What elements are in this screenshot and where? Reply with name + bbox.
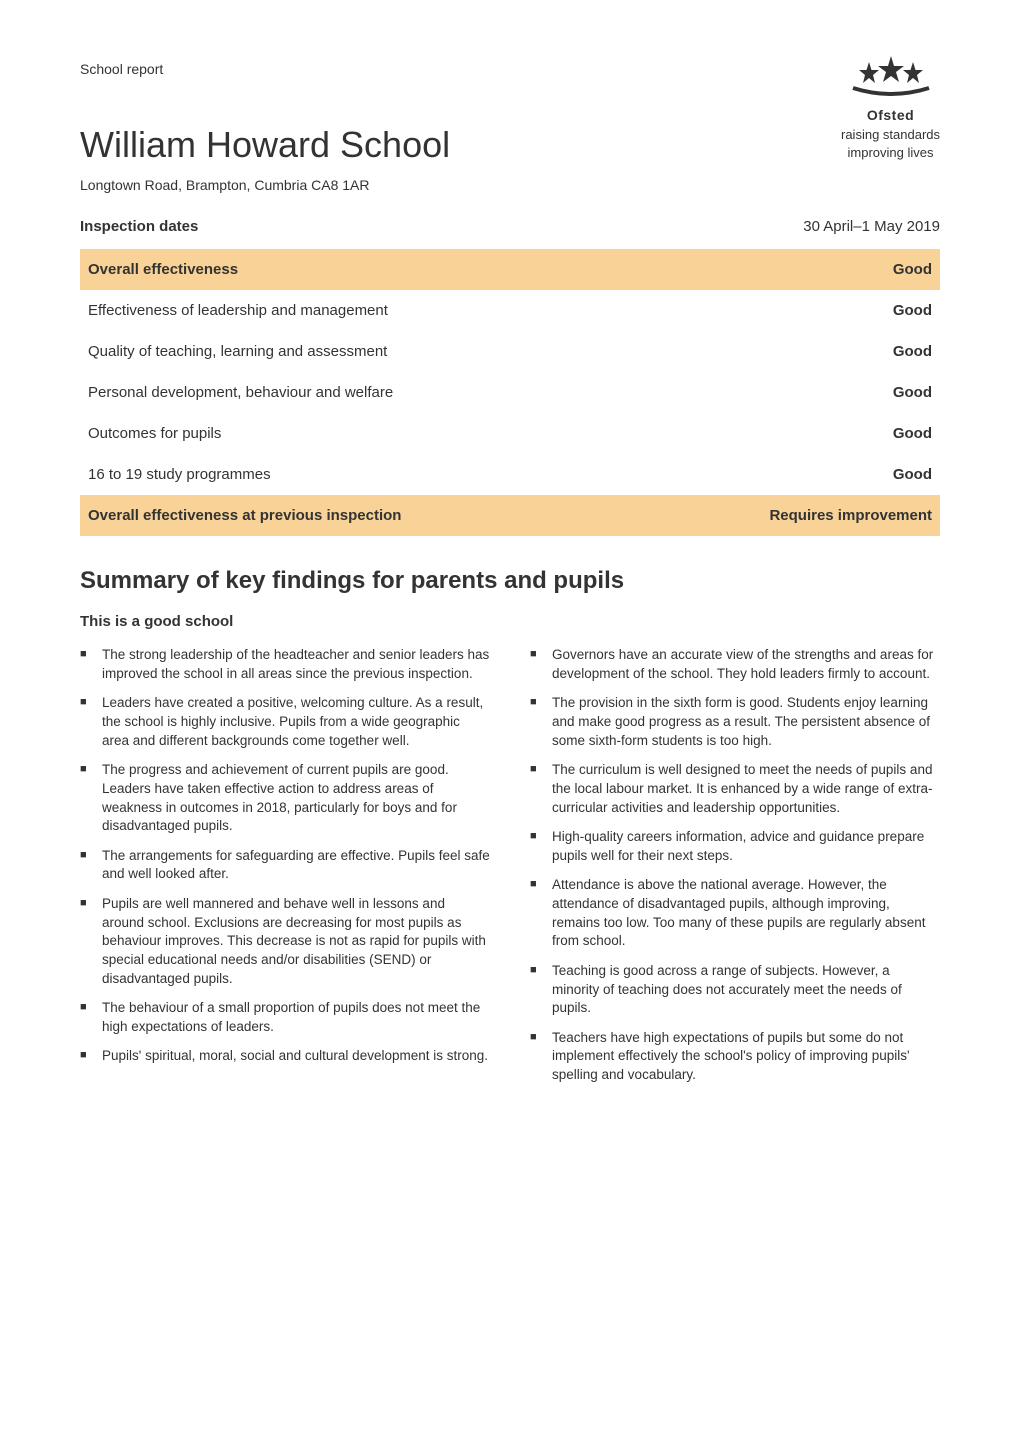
effectiveness-row: Personal development, behaviour and welf… [80,372,940,413]
effectiveness-row: Outcomes for pupilsGood [80,413,940,454]
right-bullets-list: Governors have an accurate view of the s… [530,646,940,1085]
effectiveness-label: Overall effectiveness [80,249,638,290]
summary-right-column: Governors have an accurate view of the s… [530,646,940,1096]
bullet-item: High-quality careers information, advice… [530,828,940,865]
effectiveness-label: Overall effectiveness at previous inspec… [80,495,638,536]
document-title: William Howard School [80,120,940,170]
ofsted-logo-block: Ofsted raising standards improving lives [841,54,940,162]
effectiveness-label: Effectiveness of leadership and manageme… [80,290,638,331]
effectiveness-row: Overall effectivenessGood [80,249,940,290]
effectiveness-row: Effectiveness of leadership and manageme… [80,290,940,331]
bullet-item: The strong leadership of the headteacher… [80,646,490,683]
bullet-item: Teaching is good across a range of subje… [530,962,940,1018]
bullet-item: The arrangements for safeguarding are ef… [80,847,490,884]
effectiveness-value: Good [638,454,940,495]
logo-name: Ofsted [841,106,940,126]
effectiveness-label: Outcomes for pupils [80,413,638,454]
document-header: School report Ofsted raising standards i… [80,60,940,80]
bullet-item: Pupils are well mannered and behave well… [80,895,490,988]
summary-heading: Summary of key findings for parents and … [80,564,940,598]
logo-tagline-2: improving lives [841,144,940,162]
logo-tagline-1: raising standards [841,126,940,144]
effectiveness-label: 16 to 19 study programmes [80,454,638,495]
effectiveness-row: Quality of teaching, learning and assess… [80,331,940,372]
effectiveness-label: Personal development, behaviour and welf… [80,372,638,413]
bullet-item: The progress and achievement of current … [80,761,490,836]
summary-left-column: The strong leadership of the headteacher… [80,646,490,1096]
bullet-item: The behaviour of a small proportion of p… [80,999,490,1036]
ofsted-logo-icon [847,54,935,104]
effectiveness-row: Overall effectiveness at previous inspec… [80,495,940,536]
effectiveness-value: Requires improvement [638,495,940,536]
effectiveness-value: Good [638,331,940,372]
bullet-item: Pupils' spiritual, moral, social and cul… [80,1047,490,1066]
effectiveness-value: Good [638,413,940,454]
summary-columns: The strong leadership of the headteacher… [80,646,940,1096]
summary-subheading: This is a good school [80,611,940,632]
left-bullets-list: The strong leadership of the headteacher… [80,646,490,1066]
effectiveness-row: 16 to 19 study programmesGood [80,454,940,495]
school-address: Longtown Road, Brampton, Cumbria CA8 1AR [80,176,940,196]
bullet-item: Leaders have created a positive, welcomi… [80,694,490,750]
inspection-dates-label: Inspection dates [80,216,198,237]
effectiveness-table: Overall effectivenessGoodEffectiveness o… [80,249,940,536]
inspection-dates-value: 30 April–1 May 2019 [803,216,940,237]
effectiveness-value: Good [638,249,940,290]
bullet-item: Governors have an accurate view of the s… [530,646,940,683]
effectiveness-value: Good [638,290,940,331]
effectiveness-label: Quality of teaching, learning and assess… [80,331,638,372]
bullet-item: Teachers have high expectations of pupil… [530,1029,940,1085]
effectiveness-table-body: Overall effectivenessGoodEffectiveness o… [80,249,940,536]
bullet-item: The provision in the sixth form is good.… [530,694,940,750]
inspection-dates-row: Inspection dates 30 April–1 May 2019 [80,216,940,237]
bullet-item: Attendance is above the national average… [530,876,940,951]
effectiveness-value: Good [638,372,940,413]
bullet-item: The curriculum is well designed to meet … [530,761,940,817]
header-label: School report [80,60,940,80]
